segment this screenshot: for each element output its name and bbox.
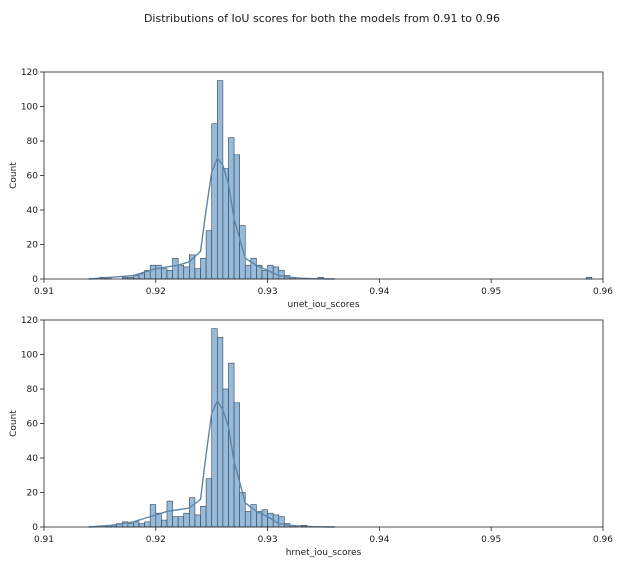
y-tick-label: 40	[27, 206, 39, 216]
x-tick-label: 0.93	[258, 535, 278, 545]
histogram-bar	[138, 523, 145, 528]
y-tick-label: 100	[21, 351, 38, 361]
histogram-bar	[166, 500, 173, 528]
histogram-bar	[172, 257, 179, 280]
histogram-bar	[278, 270, 285, 280]
histogram-bar	[261, 270, 268, 280]
y-tick-label: 0	[32, 523, 38, 533]
y-tick-label: 20	[27, 489, 39, 499]
subplot-1: 0.91 0.92 0.93 0.94 0.95 0.96 0 20 40 60 80 100 120 u…	[9, 68, 613, 310]
x-tick-label: 0.94	[369, 287, 389, 297]
histogram-bar	[183, 512, 190, 528]
x-tick-label: 0.94	[369, 535, 389, 545]
histogram-bar	[244, 511, 252, 528]
histogram-bar	[250, 257, 257, 280]
histogram-bar	[183, 266, 190, 280]
histogram-bar	[211, 328, 218, 528]
y-tick-label: 80	[27, 385, 39, 395]
histogram-bar	[133, 275, 140, 280]
histogram-bar	[228, 137, 235, 280]
y-tick-label: 120	[21, 316, 38, 326]
y-axis-label: Count	[9, 410, 19, 437]
y-tick-label: 100	[21, 103, 38, 113]
histogram-bar	[194, 268, 201, 280]
histogram-bar	[205, 478, 213, 528]
histogram-bar	[144, 521, 151, 528]
histogram-bar	[278, 516, 285, 528]
x-axis-label: unet_iou_scores	[287, 300, 359, 310]
figure-title: Distributions of IoU scores for both the…	[143, 12, 501, 25]
histogram-bar	[161, 519, 168, 528]
histogram-bar	[239, 225, 246, 280]
histogram-bar	[216, 80, 224, 280]
y-axis-label: Count	[9, 162, 19, 189]
x-tick-label: 0.95	[481, 535, 501, 545]
axes-frame	[43, 71, 604, 280]
histogram-bar	[200, 505, 207, 528]
histogram-bar	[261, 509, 268, 528]
y-tick-label: 80	[27, 137, 39, 147]
y-tick-label: 20	[27, 241, 39, 251]
y-tick-label: 0	[32, 275, 38, 285]
histogram-bar	[133, 521, 140, 528]
histogram-bar	[222, 168, 229, 280]
histogram-bar	[216, 336, 224, 528]
x-tick-label: 0.92	[146, 287, 166, 297]
axes-frame	[43, 319, 604, 528]
histogram-bar	[172, 516, 179, 528]
histogram-bar	[127, 523, 134, 528]
x-tick-label: 0.91	[34, 535, 54, 545]
histogram-bar	[161, 268, 168, 280]
histogram-bar	[177, 264, 185, 280]
histogram-bar	[166, 270, 173, 280]
histogram-bar	[177, 516, 185, 528]
kde-line	[88, 399, 335, 528]
x-tick-label: 0.92	[146, 535, 166, 545]
kde-line	[88, 156, 335, 280]
histogram-bar	[233, 154, 240, 280]
histogram-bar	[194, 514, 201, 528]
x-tick-label: 0.96	[593, 287, 613, 297]
histogram-bar	[138, 273, 145, 280]
histogram-bar	[200, 257, 207, 280]
x-tick-label: 0.93	[258, 287, 278, 297]
y-tick-label: 120	[21, 68, 38, 78]
x-tick-label: 0.91	[34, 287, 54, 297]
x-axis-label: hrnet_iou_scores	[286, 548, 362, 558]
x-tick-label: 0.96	[593, 535, 613, 545]
histogram-bar	[222, 388, 229, 528]
histogram-bar	[149, 264, 157, 280]
histogram-bar	[189, 497, 196, 528]
y-tick-label: 60	[27, 172, 39, 182]
histogram-bar	[244, 264, 252, 280]
histogram-bar	[211, 123, 218, 280]
y-tick-label: 40	[27, 454, 39, 464]
y-tick-label: 60	[27, 420, 39, 430]
subplot-2: 0.91 0.92 0.93 0.94 0.95 0.96 0 20 40 60 80 100 120 h…	[9, 316, 613, 558]
histogram-bar	[205, 230, 213, 280]
x-tick-label: 0.95	[481, 287, 501, 297]
